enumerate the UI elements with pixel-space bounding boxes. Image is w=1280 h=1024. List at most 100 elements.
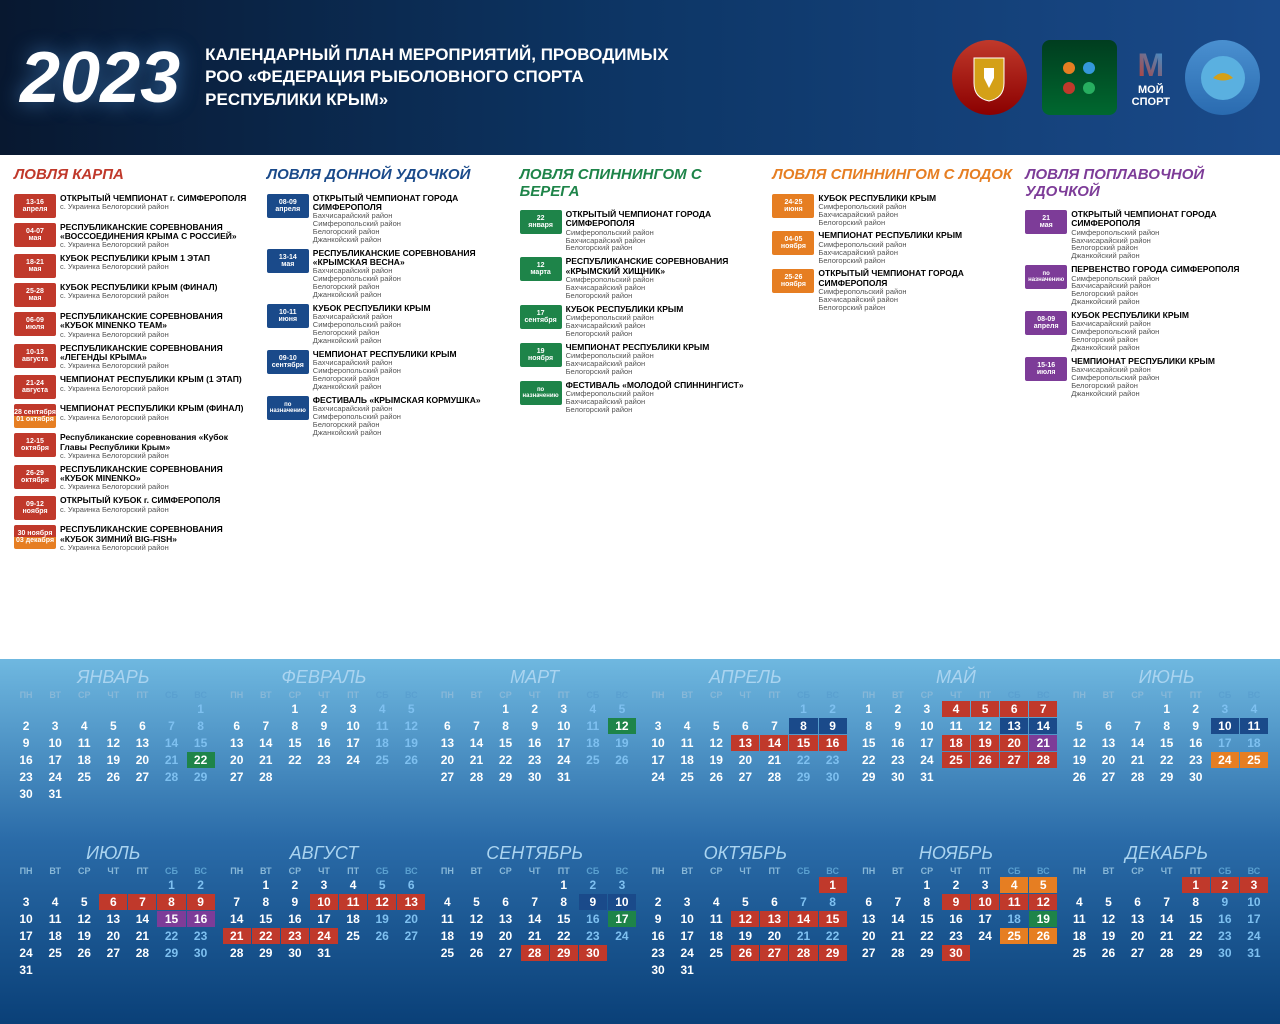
- day-of-week: СБ: [579, 866, 607, 876]
- calendar-day: 6: [855, 894, 883, 910]
- calendar-day: 2: [884, 701, 912, 717]
- month: ИЮЛЬПНВТСРЧТПТСБВС1234567891011121314151…: [12, 843, 215, 1017]
- event-text: РЕСПУБЛИКАНСКИЕ СОРЕВНОВАНИЯ «КУБОК ЗИМН…: [60, 525, 255, 552]
- calendar-day: 26: [70, 945, 98, 961]
- calendar-day: 4: [1000, 877, 1028, 893]
- calendar-day: 11: [1065, 911, 1093, 927]
- calendar-day: 12: [99, 735, 127, 751]
- event-text: ЧЕМПИОНАТ РЕСПУБЛИКИ КРЫМБахчисарайский …: [313, 350, 508, 391]
- calendar-day: 24: [1240, 928, 1268, 944]
- calendar-day: 14: [157, 735, 185, 751]
- calendar-day: 26: [702, 769, 730, 785]
- sport-text: СПОРТ: [1132, 96, 1170, 108]
- calendar-day: 4: [942, 701, 970, 717]
- calendar-day: 7: [884, 894, 912, 910]
- day-of-week: ПТ: [971, 866, 999, 876]
- column-title: ЛОВЛЯ СПИННИНГОМ С БЕРЕГА: [520, 167, 761, 200]
- calendar-day: 1: [492, 701, 520, 717]
- event-location: Симферопольский районБахчисарайский райо…: [1071, 275, 1266, 307]
- event-name: РЕСПУБЛИКАНСКИЕ СОРЕВНОВАНИЯ «КУБОК MINE…: [60, 465, 255, 484]
- calendar-day: 17: [41, 752, 69, 768]
- day-of-week: ВС: [1240, 690, 1268, 700]
- calendar-day: 1: [187, 701, 215, 717]
- calendar-day: 21: [789, 928, 817, 944]
- event-item: 25-26ноябряОТКРЫТЫЙ ЧЕМПИОНАТ ГОРОДА СИМ…: [772, 269, 1013, 311]
- event-location: Симферопольский районБахчисарайский райо…: [818, 288, 1013, 312]
- calendar-day: 5: [1094, 894, 1122, 910]
- event-text: КУБОК РЕСПУБЛИКИ КРЫМСимферопольский рай…: [818, 194, 1013, 227]
- calendar-day: 1: [281, 701, 309, 717]
- calendar-day: 22: [913, 928, 941, 944]
- event-item: 08-09апреляОТКРЫТЫЙ ЧЕМПИОНАТ ГОРОДА СИМ…: [267, 194, 508, 244]
- calendar-day: 28: [884, 945, 912, 961]
- event-text: ЧЕМПИОНАТ РЕСПУБЛИКИ КРЫМСимферопольский…: [566, 343, 761, 376]
- calendar-day: 19: [462, 928, 490, 944]
- calendar-day: 28: [462, 769, 490, 785]
- calendar-day: 23: [644, 945, 672, 961]
- calendar-day: 27: [1094, 769, 1122, 785]
- event-name: ОТКРЫТЫЙ ЧЕМПИОНАТ ГОРОДА СИМФЕРОПОЛЯ: [1071, 210, 1266, 229]
- calendar-day: 2: [310, 701, 338, 717]
- empty-day: [223, 877, 251, 893]
- date-badge: поназначению: [1025, 265, 1067, 289]
- calendar-day: 28: [252, 769, 280, 785]
- calendar-day: 4: [1240, 701, 1268, 717]
- date-badge: 12марта: [520, 257, 562, 281]
- calendar-day: 31: [41, 786, 69, 802]
- calendar-day: 4: [1065, 894, 1093, 910]
- calendar-day: 11: [368, 718, 396, 734]
- column-c4: ЛОВЛЯ СПИННИНГОМ С ЛОДОК24-25июняКУБОК Р…: [766, 167, 1019, 647]
- day-of-week: СБ: [157, 690, 185, 700]
- calendar-day: 29: [252, 945, 280, 961]
- calendar-day: 23: [187, 928, 215, 944]
- day-of-week: ВТ: [252, 690, 280, 700]
- month-name: ОКТЯБРЬ: [644, 843, 847, 864]
- calendar-day: 26: [1065, 769, 1093, 785]
- calendar-day: 6: [128, 718, 156, 734]
- column-c3: ЛОВЛЯ СПИННИНГОМ С БЕРЕГА 22январяОТКРЫТЫ…: [514, 167, 767, 647]
- calendar-day: 30: [819, 769, 847, 785]
- date-badge: 04-05ноября: [772, 231, 814, 255]
- day-of-week: ВС: [1029, 866, 1057, 876]
- calendar-day: 6: [1000, 701, 1028, 717]
- event-item: 22январяОТКРЫТЫЙ ЧЕМПИОНАТ ГОРОДА СИМФЕР…: [520, 210, 761, 252]
- event-text: ПЕРВЕНСТВО ГОРОДА СИМФЕРОПОЛЯСимферополь…: [1071, 265, 1266, 306]
- calendar-day: 21: [223, 928, 251, 944]
- calendar-day: 24: [673, 945, 701, 961]
- calendar-day: 8: [187, 718, 215, 734]
- day-of-week: ПН: [433, 690, 461, 700]
- event-text: ОТКРЫТЫЙ ЧЕМПИОНАТ ГОРОДА СИМФЕРОПОЛЯБах…: [313, 194, 508, 244]
- date-badge: 13-14мая: [267, 249, 309, 273]
- calendar-day: 30: [942, 945, 970, 961]
- calendar-day: 29: [550, 945, 578, 961]
- event-text: РЕСПУБЛИКАНСКИЕ СОРЕВНОВАНИЯ «КУБОК MINE…: [60, 465, 255, 492]
- date-badge: 21-24августа: [14, 375, 56, 399]
- day-of-week: ВС: [819, 690, 847, 700]
- calendar-section: ЯНВАРЬПНВТСРЧТПТСБВС12345678910111213141…: [0, 659, 1280, 1024]
- calendar-day: 27: [223, 769, 251, 785]
- calendar-day: 21: [1153, 928, 1181, 944]
- empty-day: [12, 877, 40, 893]
- date-badge: 10-13августа: [14, 344, 56, 368]
- calendar-day: 17: [310, 911, 338, 927]
- event-location: Бахчисарайский районСимферопольский райо…: [1071, 366, 1266, 398]
- calendar-day: 3: [913, 701, 941, 717]
- calendar-day: 13: [128, 735, 156, 751]
- day-of-week: ВТ: [462, 866, 490, 876]
- calendar-day: 27: [1124, 945, 1152, 961]
- calendar-day: 22: [819, 928, 847, 944]
- date-badge: 22января: [520, 210, 562, 234]
- event-item: 17сентябряКУБОК РЕСПУБЛИКИ КРЫМСимферопо…: [520, 305, 761, 338]
- calendar-day: 13: [223, 735, 251, 751]
- calendar-day: 7: [1153, 894, 1181, 910]
- calendar-day: 28: [223, 945, 251, 961]
- month-grid: ПНВТСРЧТПТСБВС12345678910111213141516171…: [433, 866, 636, 961]
- calendar-day: 17: [644, 752, 672, 768]
- calendar-day: 11: [579, 718, 607, 734]
- event-text: ОТКРЫТЫЙ ЧЕМПИОНАТ ГОРОДА СИМФЕРОПОЛЯСим…: [1071, 210, 1266, 260]
- calendar-day: 10: [971, 894, 999, 910]
- day-of-week: ПН: [644, 690, 672, 700]
- calendar-day: 13: [433, 735, 461, 751]
- calendar-day: 25: [41, 945, 69, 961]
- calendar-day: 9: [942, 894, 970, 910]
